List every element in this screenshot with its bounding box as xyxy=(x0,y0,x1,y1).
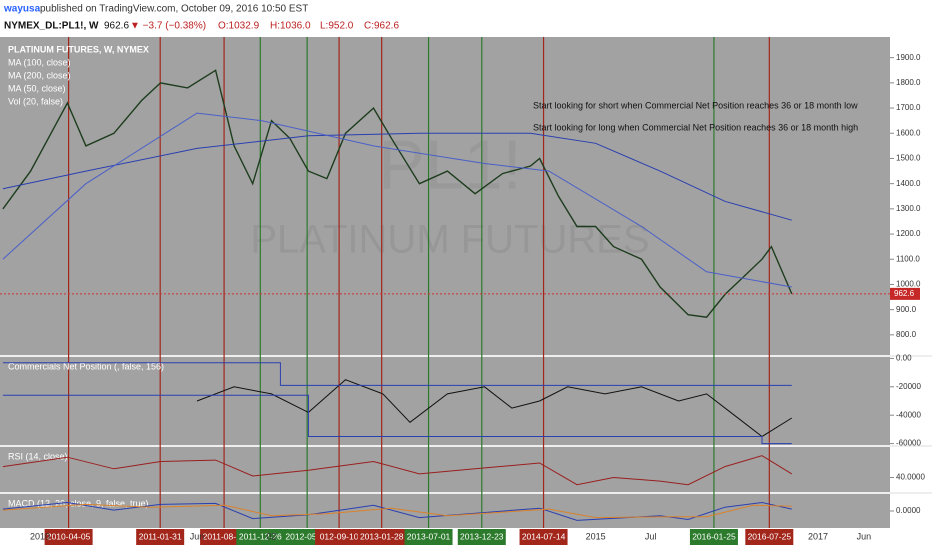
annotation: Start looking for long when Commercial N… xyxy=(533,122,858,132)
watermark: PLATINUM FUTURES xyxy=(250,218,649,262)
last: 962.6 xyxy=(104,21,129,32)
x-tick-label: Jun xyxy=(190,531,205,541)
watermark: PL1! xyxy=(378,125,522,203)
signal-date: 012-09-10 xyxy=(320,531,359,541)
series-line xyxy=(2,69,793,318)
series-line xyxy=(2,112,792,288)
signal-date-box xyxy=(236,529,285,545)
legend-title: PLATINUM FUTURES, W, NYMEX xyxy=(8,44,149,54)
ohlc: L:952.0 xyxy=(320,21,354,32)
annotation: Start looking for short when Commercial … xyxy=(533,100,858,110)
y-tick-label: 1700.0 xyxy=(896,103,921,112)
panel-label: MACD (12, 26, close, 9, false, true) xyxy=(8,498,149,508)
signal-date-box xyxy=(519,529,568,545)
y-tick-label: 900.0 xyxy=(896,305,917,314)
signal-date: 2014-07-14 xyxy=(522,531,566,541)
y-tick-label: 1800.0 xyxy=(896,78,921,87)
ohlc: O:1032.9 xyxy=(218,21,260,32)
x-tick-label: 2015 xyxy=(586,531,606,541)
series-line xyxy=(2,394,792,445)
y-tick-label: 1000.0 xyxy=(896,280,921,289)
last-price-box xyxy=(890,287,920,300)
y-tick-label: 0.0000 xyxy=(896,506,921,515)
y-tick-label: 1200.0 xyxy=(896,229,921,238)
y-tick-label: 1500.0 xyxy=(896,154,921,163)
signal-date: 2011-08-29 xyxy=(203,531,246,541)
y-tick-label: 1900.0 xyxy=(896,53,921,62)
y-tick-label: 800.0 xyxy=(896,330,917,339)
y-tick-label: 1600.0 xyxy=(896,128,921,137)
signal-date-box xyxy=(457,529,506,545)
signal-date-box xyxy=(136,529,185,545)
x-tick-label: Jun xyxy=(857,531,872,541)
ohlc: H:1036.0 xyxy=(270,21,311,32)
y-tick-label: 0.00 xyxy=(896,354,912,363)
signal-date: 2013-07-01 xyxy=(407,531,451,541)
symbol: NYMEX_DL:PL1!, W xyxy=(4,21,99,32)
signal-date-box xyxy=(357,529,406,545)
series-line xyxy=(2,362,792,386)
x-tick-label: Jul xyxy=(645,531,657,541)
series-line xyxy=(2,503,792,519)
signal-date: 2016-07-25 xyxy=(748,531,792,541)
last-price: 962.6 xyxy=(894,289,915,298)
signal-date: 2010-04-05 xyxy=(47,531,91,541)
series-line xyxy=(2,501,792,521)
y-tick-label: -20000 xyxy=(896,382,921,391)
signal-date-box xyxy=(200,529,249,545)
signal-date: 2016-01-25 xyxy=(692,531,736,541)
signal-date: 2011-01-31 xyxy=(139,531,182,541)
signal-date: 2013-01-28 xyxy=(360,531,404,541)
change: ▼ −3.7 (−0.38%) xyxy=(130,21,206,32)
series-line xyxy=(2,455,793,486)
x-tick-label: 2010 xyxy=(30,531,50,541)
panel-label: Commercials Net Position (, false, 156) xyxy=(8,361,164,371)
series-line xyxy=(2,132,792,221)
legend-item: Vol (20, false) xyxy=(8,96,63,106)
legend-item: MA (50, close) xyxy=(8,83,66,93)
ohlc: C:962.6 xyxy=(364,21,399,32)
signal-date-box xyxy=(689,529,738,545)
y-tick-label: 1400.0 xyxy=(896,179,921,188)
signal-date: 2013-12-23 xyxy=(460,531,504,541)
published: published on TradingView.com, October 09… xyxy=(40,4,308,15)
signal-date-box xyxy=(404,529,453,545)
user[interactable]: wayusa xyxy=(3,4,41,15)
signal-date: 2011-12-26 xyxy=(239,531,282,541)
signal-date-box xyxy=(745,529,794,545)
y-tick-label: 1100.0 xyxy=(896,254,920,263)
x-tick-label: 2017 xyxy=(808,531,828,541)
legend-item: MA (100, close) xyxy=(8,57,71,67)
signal-date-box xyxy=(315,529,364,545)
x-tick-label: 02 xyxy=(267,531,277,541)
legend-item: MA (200, close) xyxy=(8,70,71,80)
y-tick-label: -40000 xyxy=(896,410,921,419)
y-tick-label: 40.0000 xyxy=(896,473,925,482)
y-tick-label: 1300.0 xyxy=(896,204,921,213)
signal-date-box xyxy=(44,529,93,545)
y-tick-label: -60000 xyxy=(896,439,921,448)
panel-label: RSI (14, close) xyxy=(8,451,68,461)
signal-date: 2012-05-28 xyxy=(285,531,329,541)
